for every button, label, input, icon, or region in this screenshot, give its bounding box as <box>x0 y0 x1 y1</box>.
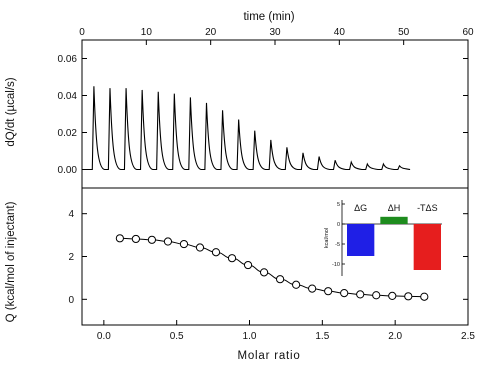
bottom-y-tick-label: 2 <box>68 252 74 263</box>
top-x-axis-label: time (min) <box>243 11 294 23</box>
top-y-tick-label: 0.06 <box>58 54 78 65</box>
isotherm-data-point <box>388 291 397 300</box>
bottom-y-tick-label: 4 <box>68 209 74 220</box>
top-y-tick-label: 0.02 <box>58 128 78 139</box>
top-axis-ticks: 0 10 20 30 40 50 60 0.00 0.02 0.04 0.06 <box>58 27 474 176</box>
isotherm-data-point <box>340 289 349 298</box>
isotherm-data-point <box>147 235 157 244</box>
bottom-x-tick-label: 1.0 <box>243 331 257 342</box>
bottom-y-axis-label: Q (kcal/mol of injectant) <box>5 201 17 322</box>
top-x-tick-label: 0 <box>79 27 85 38</box>
top-y-axis-label: dQ/dt (µcal/s) <box>5 77 17 146</box>
top-x-tick-label: 50 <box>398 27 410 38</box>
isotherm-data-point <box>211 248 221 257</box>
isotherm-data-point <box>243 260 253 270</box>
inset-bar-label: ΔH <box>388 203 401 213</box>
bottom-x-tick-label: 1.5 <box>315 331 329 342</box>
inset-bar-label: -TΔS <box>417 203 438 213</box>
top-x-tick-label: 40 <box>334 27 346 38</box>
inset-bars: ΔG ΔH -TΔS <box>347 203 441 270</box>
inset-bar-label: ΔG <box>354 203 367 213</box>
top-x-tick-label: 30 <box>269 27 281 38</box>
bottom-x-axis-label: Molar ratio <box>237 350 300 362</box>
thermogram-trace-group <box>85 86 411 171</box>
bottom-y-tick-label: 0 <box>68 295 74 306</box>
isotherm-data-point <box>115 234 124 243</box>
thermodynamic-inset: kcal/mol 5 0 -5 -10 ΔG ΔH -TΔS <box>324 200 442 276</box>
bottom-axis-ticks: 0.0 0.5 1.0 1.5 2.0 2.5 0 2 4 <box>68 209 475 342</box>
isotherm-data-point <box>195 243 205 252</box>
isotherm-data-point <box>404 292 413 301</box>
isotherm-data-point <box>259 268 269 277</box>
top-y-tick-label: 0.00 <box>58 165 78 176</box>
binding-isotherm-group <box>115 234 429 301</box>
bottom-x-tick-label: 0.5 <box>170 331 184 342</box>
isotherm-data-point <box>372 291 381 300</box>
isotherm-data-point <box>420 292 429 301</box>
isotherm-data-point <box>227 254 237 263</box>
isotherm-data-point <box>308 284 317 293</box>
isotherm-data-point <box>292 280 301 289</box>
inset-y-axis-label: kcal/mol <box>324 228 330 248</box>
isotherm-fit-line <box>119 237 425 298</box>
inset-y-tick-label: -5 <box>335 242 340 248</box>
inset-bar <box>347 224 375 256</box>
inset-bar <box>413 224 441 270</box>
inset-y-tick-label: -10 <box>332 262 340 268</box>
bottom-x-tick-label: 0.0 <box>97 331 111 342</box>
bottom-panel-frame <box>81 187 469 326</box>
thermogram-trace <box>85 86 411 171</box>
bottom-x-tick-label: 2.0 <box>388 331 402 342</box>
top-x-tick-label: 10 <box>141 27 153 38</box>
top-panel-frame <box>81 39 469 189</box>
top-x-tick-label: 60 <box>462 27 474 38</box>
inset-bar <box>380 216 408 224</box>
inset-y-tick-label: 0 <box>337 222 340 228</box>
top-x-tick-label: 20 <box>205 27 217 38</box>
top-y-tick-label: 0.04 <box>58 91 78 102</box>
isotherm-data-point <box>276 275 285 284</box>
inset-y-tick-label: 5 <box>337 202 340 208</box>
isotherm-data-point <box>131 234 140 244</box>
isotherm-data-point <box>163 237 173 246</box>
isotherm-data-point <box>324 287 333 296</box>
isotherm-data-point <box>356 290 365 299</box>
isotherm-data-point <box>179 239 189 249</box>
bottom-x-tick-label: 2.5 <box>461 331 475 342</box>
